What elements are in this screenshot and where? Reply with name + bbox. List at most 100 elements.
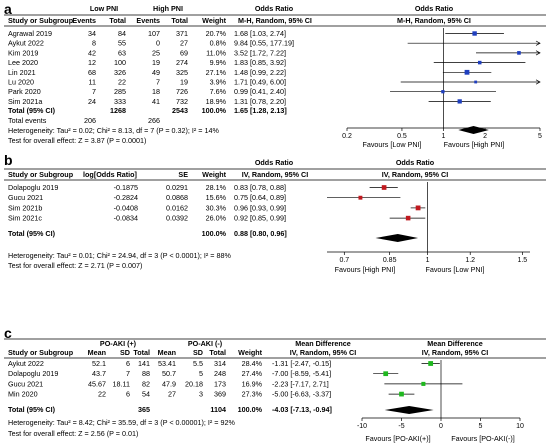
panel-a-total-n2: 2543 [172, 106, 188, 115]
panel-a-row-study-name: Aykut 2022 [8, 39, 44, 48]
panel-a-row-weight: 9.9% [210, 58, 227, 67]
panel-c-row-mean-pos: 43.7 [92, 369, 106, 378]
panel-b-row-study-name: Sim 2021b [8, 203, 42, 212]
panel-c-effect-top-header: Mean Difference [295, 339, 351, 348]
panel-a-total2-header: Total [171, 16, 188, 25]
panel-c-plot-top-header: Mean Difference [427, 339, 483, 348]
panel-c: c PO-AKI (+) PO-AKI (-) Mean Difference … [4, 325, 546, 443]
panel-c-row-mean-pos: 45.67 [88, 379, 106, 388]
panel-a-row-study-name: Agrawal 2019 [8, 29, 52, 38]
panel-a-row-events-low: 8 [92, 39, 96, 48]
panel-a-row-events-high: 107 [148, 29, 160, 38]
panel-a-row-effect-ci: 3.52 [1.72, 7.22] [234, 48, 286, 57]
panel-a-total-events-e1: 206 [84, 116, 96, 125]
panel-c-study-header: Study or Subgroup [8, 348, 74, 357]
panel-b-total-ci: 0.88 [0.80, 0.96] [234, 229, 287, 238]
panel-b-effect-top-header: Odds Ratio [255, 158, 294, 167]
panel-c-marker [383, 371, 389, 377]
panel-c-pooled-diamond [384, 406, 434, 414]
panel-a-row-effect-ci: 0.99 [0.41, 2.40] [234, 87, 286, 96]
panel-b-tick-label: 1.5 [517, 257, 527, 264]
panel-b-row-se: 0.0162 [166, 203, 188, 212]
panel-a-row-events-high: 0 [156, 39, 160, 48]
panel-a-row-events-low: 34 [88, 29, 96, 38]
panel-c-row-total-pos: 141 [138, 359, 150, 368]
panel-b-row-effect-ci: 0.83 [0.78, 0.88] [234, 183, 286, 192]
panel-c-tick-label: -5 [398, 423, 404, 430]
panel-a-ci-arrow [535, 50, 541, 56]
panel-c-row-effect-ci: -5.00 [-6.63, -3.37] [272, 390, 331, 399]
panel-a-marker [477, 60, 482, 65]
panel-a-row-total-low: 333 [114, 97, 126, 106]
panel-c-group1-header: PO-AKI (+) [100, 339, 137, 348]
panel-b: b Odds Ratio Odds Ratio Study or Subgrou… [4, 152, 546, 274]
panel-c-row-effect-ci: -1.31 [-2.47, -0.15] [272, 359, 331, 368]
panel-a-tick-label: 5 [538, 133, 542, 140]
panel-a-marker [472, 31, 477, 36]
panel-a-row-study-name: Lin 2021 [8, 68, 36, 77]
panel-a-row-total-high: 371 [176, 29, 188, 38]
panel-c-row-total-neg: 248 [214, 369, 226, 378]
panel-c-row-sd-neg: 3 [199, 390, 203, 399]
panel-a-marker [517, 51, 521, 55]
panel-c-group2-header: PO-AKI (-) [188, 339, 223, 348]
panel-c-sd1-header: SD [120, 348, 130, 357]
panel-a-marker [441, 90, 445, 94]
panel-a-plot-top-header: Odds Ratio [415, 4, 454, 13]
panel-c-row-weight: 28.4% [242, 359, 263, 368]
panel-b-row-effect-ci: 0.75 [0.64, 0.89] [234, 193, 286, 202]
panel-c-heterogeneity: Heterogeneity: Tau² = 8.42; Chi² = 35.59… [8, 418, 235, 427]
panel-b-heterogeneity: Heterogeneity: Tau² = 0.01; Chi² = 24.94… [8, 251, 231, 260]
panel-a-events1-header: Events [72, 16, 96, 25]
panel-c-plot: -10 -5 0 5 10 [357, 360, 524, 430]
panel-b-overall-effect: Test for overall effect: Z = 2.71 (P = 0… [8, 261, 142, 270]
panel-c-row-sd-pos: 6 [126, 359, 130, 368]
panel-a-row-effect-ci: 1.83 [0.85, 3.92] [234, 58, 286, 67]
panel-c-row-total-pos: 88 [142, 369, 150, 378]
panel-c-row-mean-neg: 50.7 [162, 369, 176, 378]
panel-a-row-events-low: 11 [89, 78, 96, 87]
panel-b-favours-right: Favours [Low PNI] [425, 265, 484, 274]
panel-a-heterogeneity: Heterogeneity: Tau² = 0.02; Chi² = 8.13,… [8, 126, 220, 135]
panel-b-row-se: 0.0291 [166, 183, 188, 192]
panel-b-table-rows: Dolapoglu 2019 -0.1875 0.0291 28.1% 0.83 [0.… [8, 183, 286, 223]
panel-a-row-weight: 20.7% [206, 29, 227, 38]
panel-b-row-log-or: -0.1875 [114, 183, 138, 192]
panel-a-tick-label: 0.5 [397, 133, 407, 140]
panel-a-tick-label: 0.2 [342, 133, 352, 140]
panel-c-overall-effect: Test for overall effect: Z = 2.56 (P = 0… [8, 429, 138, 438]
panel-a-row-effect-ci: 1.48 [0.99, 2.22] [234, 68, 286, 77]
panel-a-group1-header: Low PNI [90, 4, 118, 13]
panel-b-marker [358, 195, 363, 200]
panel-a-favours-right: Favours [High PNI] [444, 140, 505, 149]
panel-c-tick-label: 0 [439, 423, 443, 430]
panel-c-tick-label: 5 [479, 423, 483, 430]
panel-c-row-study-name: Aykut 2022 [8, 359, 44, 368]
panel-b-row-log-or: -0.2824 [114, 193, 138, 202]
panel-b-row-study-name: Dolapoglu 2019 [8, 183, 58, 192]
panel-a-marker [464, 69, 470, 75]
panel-a-row-total-low: 285 [114, 87, 126, 96]
panel-b-plot-sub-header: IV, Random, 95% CI [382, 170, 448, 179]
panel-c-row-sd-pos: 6 [126, 390, 130, 399]
panel-c-row-effect-ci: -7.00 [-8.59, -5.41] [272, 369, 331, 378]
panel-a-row-total-high: 19 [180, 78, 188, 87]
panel-a-row-weight: 0.8% [210, 39, 227, 48]
panel-a-row-events-high: 49 [152, 68, 160, 77]
panel-a-row-weight: 27.1% [206, 68, 227, 77]
panel-a-row-effect-ci: 1.68 [1.03, 2.74] [234, 29, 286, 38]
panel-b-row-study-name: Sim 2021c [8, 214, 42, 223]
panel-c-row-sd-neg: 5 [199, 369, 203, 378]
panel-a-overall-effect: Test for overall effect: Z = 3.87 (P = 0… [8, 136, 146, 145]
panel-a-row-total-low: 22 [118, 78, 126, 87]
panel-c-effect-col-header: IV, Random, 95% CI [290, 348, 356, 357]
panel-a-row-events-low: 68 [88, 68, 96, 77]
panel-b-favours-left: Favours [High PNI] [335, 265, 396, 274]
panel-a-row-study-name: Sim 2021a [8, 97, 42, 106]
panel-a-total-events-label: Total events [8, 116, 47, 125]
panel-c-row-sd-pos: 18.11 [113, 379, 130, 388]
panel-a-row-weight: 7.6% [210, 87, 227, 96]
panel-c-favours-right: Favours [PO-AKI(-)] [451, 434, 515, 443]
panel-a-row-total-low: 63 [118, 48, 126, 57]
panel-a-group2-header: High PNI [153, 4, 183, 13]
